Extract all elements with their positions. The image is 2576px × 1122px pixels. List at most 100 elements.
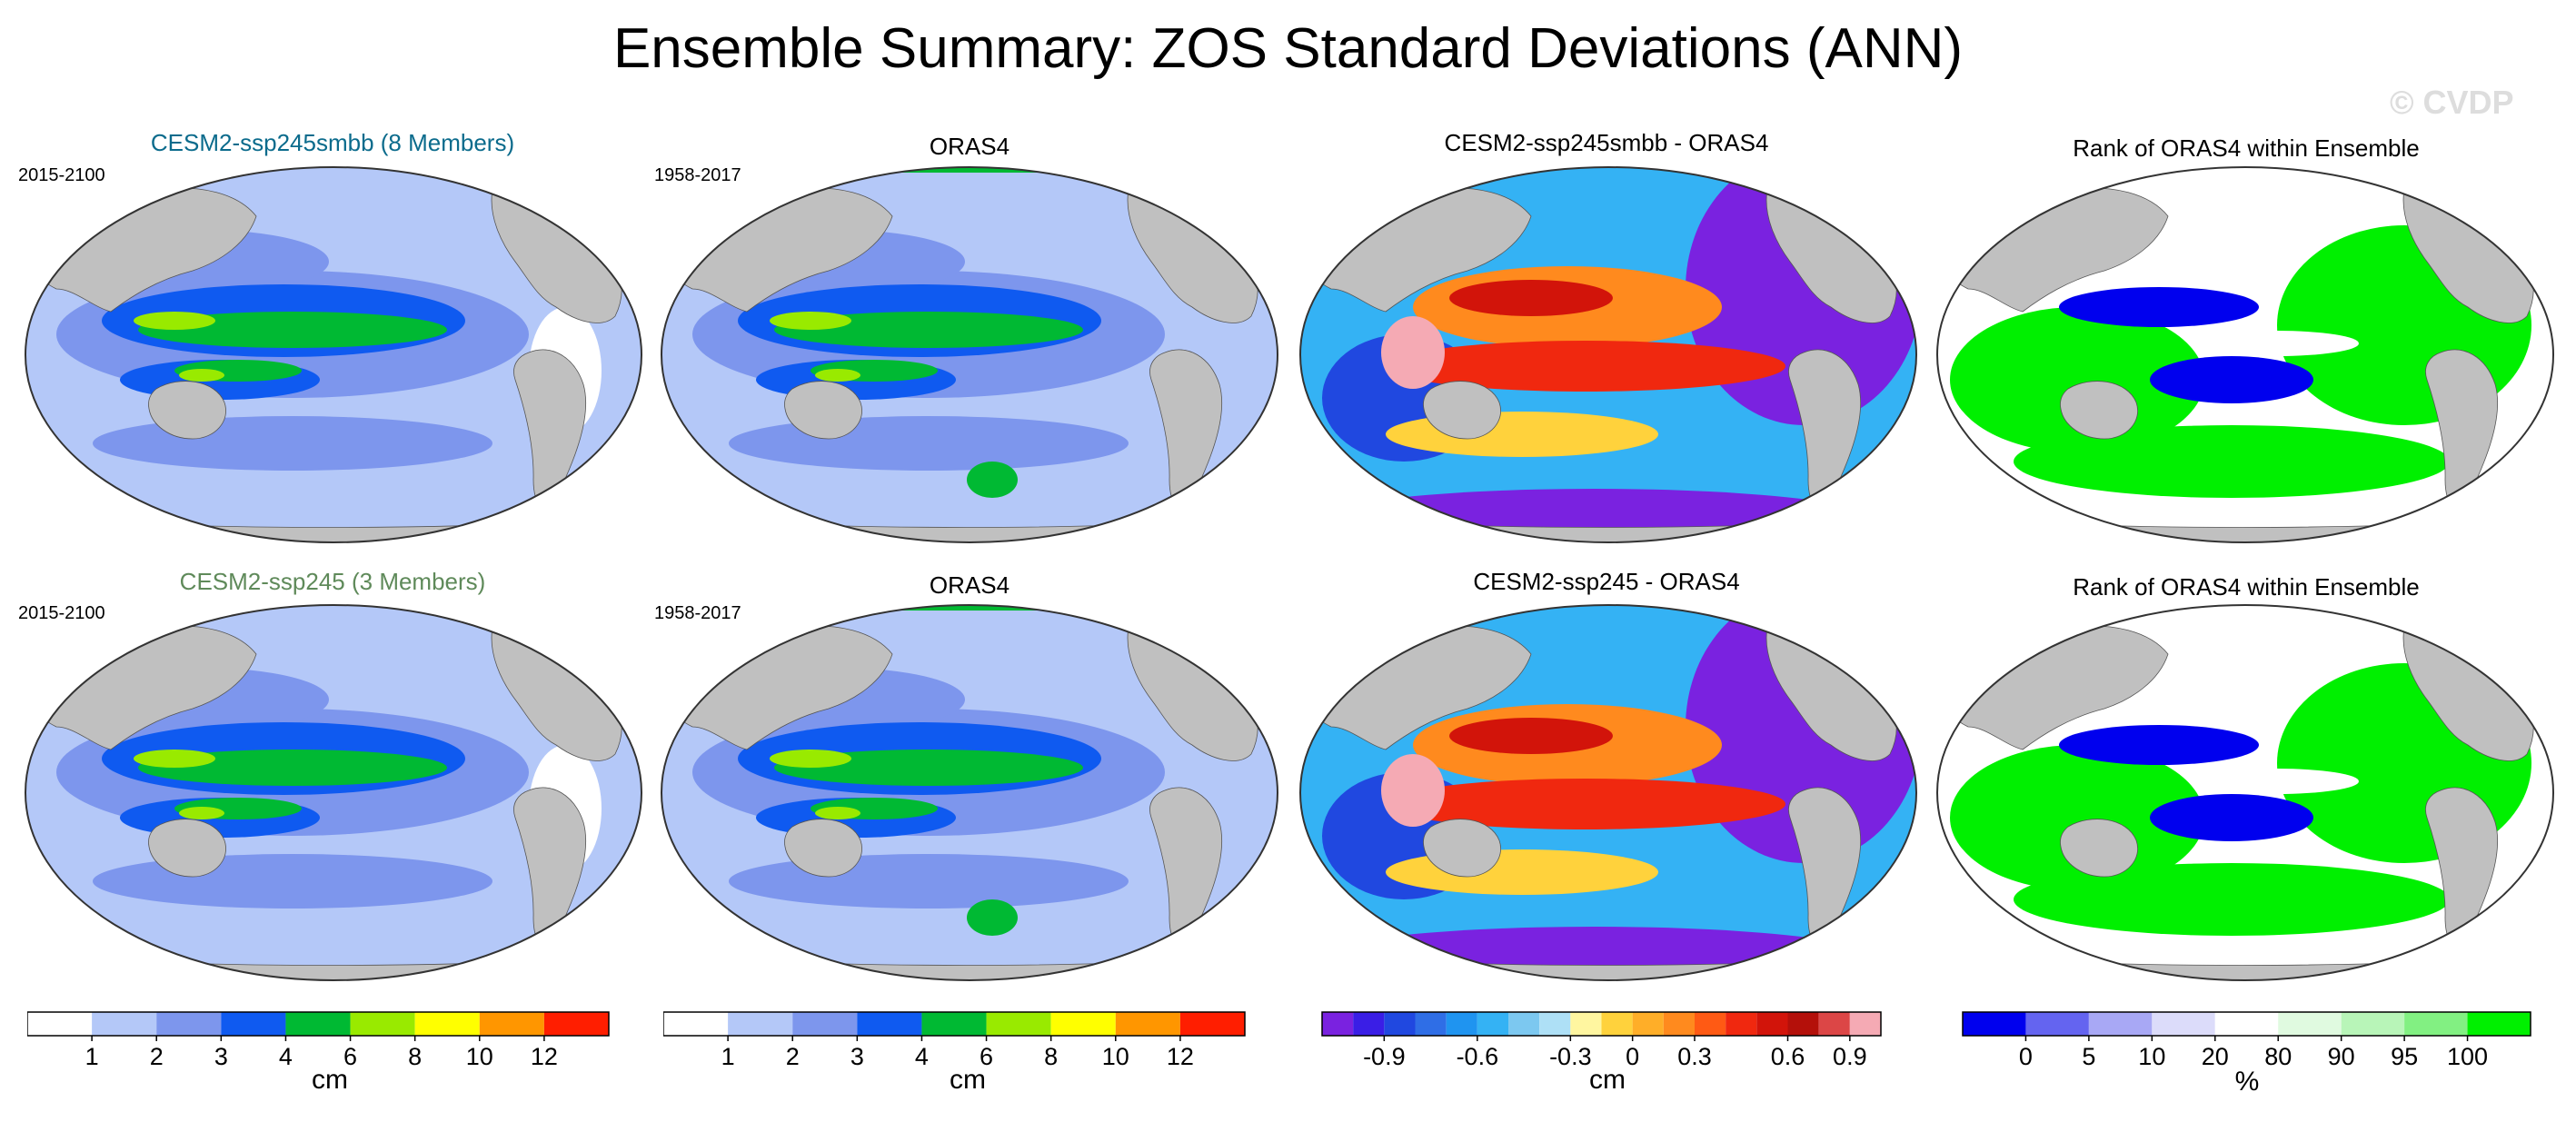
colorbar-3-swatch: [1353, 1012, 1385, 1036]
colorbar-2-swatch: [1115, 1012, 1180, 1036]
colorbar-2-tick-label: 4: [915, 1043, 929, 1070]
diff-region-pos: [1386, 341, 1785, 392]
colorbar-3-swatch: [1601, 1012, 1633, 1036]
map-outline: [1936, 604, 2554, 981]
colorbar-2-tick-label: 8: [1044, 1043, 1058, 1070]
colorbar-2-unit: cm: [950, 1065, 986, 1095]
arctic-band: [820, 605, 1092, 611]
colorbar-2-tick-label: 3: [850, 1043, 864, 1070]
colorbar-2: 1 2 3 4 6 8 10 12: [663, 1011, 1246, 1070]
colorbar-3-tick-label: -0.6: [1457, 1043, 1499, 1070]
rank-region-mid: [2195, 331, 2359, 356]
colorbar-1-swatch: [156, 1012, 222, 1036]
colorbar-4: 0 5 10 20 80 90 95 100: [1962, 1011, 2531, 1070]
map-r1c2: [661, 166, 1278, 543]
map-content: [661, 167, 1278, 542]
colorbar-2-swatch: [921, 1012, 987, 1036]
map-content: [1937, 605, 2553, 980]
diff-region-pos: [1449, 280, 1613, 316]
map-r1c3: [1299, 166, 1917, 543]
colorbar-4-swatch: [2152, 1012, 2215, 1036]
period-r1c2: 1958-2017: [654, 165, 741, 185]
diff-region-pos: [1449, 718, 1613, 754]
map-outline: [25, 604, 642, 981]
diff-region-pink: [1381, 754, 1445, 827]
map-content: [661, 605, 1278, 980]
colorbar-2-swatch: [663, 1012, 729, 1036]
map-content: [1937, 167, 2553, 542]
colorbar-3-tick-label: 0.3: [1677, 1043, 1712, 1070]
colorbar-4-swatch: [2214, 1012, 2279, 1036]
std-region-mid: [93, 854, 492, 909]
colorbar-1-swatch: [27, 1012, 93, 1036]
colorbar-1-tick-label: 12: [531, 1043, 558, 1070]
map-content: [25, 605, 642, 980]
diff-region-pos: [1386, 412, 1658, 457]
colorbar-1-tick-label: 6: [343, 1043, 357, 1070]
std-region-lime: [179, 807, 224, 819]
colorbar-1-swatch: [414, 1012, 480, 1036]
colorbar-1-swatch: [221, 1012, 286, 1036]
map-r2c2: [661, 604, 1278, 981]
continent-land: [148, 381, 226, 440]
colorbar-4-swatch: [2278, 1012, 2342, 1036]
rank-region-low: [2059, 725, 2259, 765]
colorbar-3-swatch: [1663, 1012, 1695, 1036]
colorbar-3: -0.9 -0.6 -0.3 0 0.3 0.6 0.9: [1321, 1011, 1882, 1070]
colorbar-1-tick-label: 10: [466, 1043, 493, 1070]
panel-title-r2c4: Rank of ORAS4 within Ensemble: [2073, 573, 2420, 601]
map-content: [25, 167, 642, 542]
diff-region-neg: [1300, 927, 1895, 980]
colorbar-2-swatch: [1179, 1012, 1245, 1036]
colorbar-3-swatch: [1446, 1012, 1477, 1036]
colorbar-4-swatch: [2088, 1012, 2153, 1036]
colorbar-3-tick-label: 0.9: [1833, 1043, 1867, 1070]
colorbar-4-tick-label: 100: [2447, 1043, 2488, 1070]
diff-region-pink: [1381, 316, 1445, 389]
colorbar-4-swatch: [2404, 1012, 2468, 1036]
colorbar-4-tick-label: 80: [2264, 1043, 2292, 1070]
map-r1c4: [1936, 166, 2554, 543]
colorbar-3-swatch: [1508, 1012, 1540, 1036]
panel-title-r1c4: Rank of ORAS4 within Ensemble: [2073, 134, 2420, 162]
std-region-lime: [179, 369, 224, 382]
period-r2c2: 1958-2017: [654, 603, 741, 623]
period-r1c1: 2015-2100: [18, 165, 105, 185]
rank-region-low: [2059, 287, 2259, 327]
continent-land: [784, 381, 862, 440]
rank-region-high: [1950, 307, 2204, 452]
colorbar-1-swatch: [543, 1012, 609, 1036]
colorbar-4-swatch: [2025, 1012, 2089, 1036]
colorbar-1-tick-label: 3: [214, 1043, 228, 1070]
continent-land: [2060, 819, 2138, 878]
map-r2c1: [25, 604, 642, 981]
colorbar-3-swatch: [1849, 1012, 1881, 1036]
panel-title-r2c3: CESM2-ssp245 - ORAS4: [1473, 568, 1740, 595]
std-region-mid: [729, 416, 1129, 471]
colorbar-3-swatch: [1632, 1012, 1664, 1036]
panel-title-r2c1: CESM2-ssp245 (3 Members): [179, 568, 486, 595]
colorbar-2-swatch: [857, 1012, 922, 1036]
map-outline: [1299, 166, 1917, 543]
colorbar-3-swatch: [1415, 1012, 1447, 1036]
std-region-mid: [93, 416, 492, 471]
std-region-green: [967, 462, 1018, 498]
colorbar-1-tick-label: 8: [408, 1043, 422, 1070]
colorbar-3-swatch: [1726, 1012, 1757, 1036]
main-title: Ensemble Summary: ZOS Standard Deviation…: [612, 17, 1964, 80]
rank-region-low: [2150, 356, 2313, 403]
colorbar-2-tick-label: 1: [721, 1043, 735, 1070]
colorbar-3-swatch: [1756, 1012, 1788, 1036]
map-outline: [661, 166, 1278, 543]
colorbar-3-swatch: [1477, 1012, 1508, 1036]
colorbar-1-frame: [27, 1011, 610, 1037]
colorbar-4-frame: [1962, 1011, 2531, 1037]
colorbar-2-swatch: [986, 1012, 1051, 1036]
colorbar-1-swatch: [285, 1012, 351, 1036]
colorbar-4-tick-label: 0: [2019, 1043, 2033, 1070]
panel-title-r1c3: CESM2-ssp245smbb - ORAS4: [1444, 129, 1769, 156]
map-content: [1300, 605, 1916, 980]
continent-land: [148, 819, 226, 878]
colorbar-2-swatch: [1050, 1012, 1116, 1036]
colorbar-3-swatch: [1570, 1012, 1602, 1036]
